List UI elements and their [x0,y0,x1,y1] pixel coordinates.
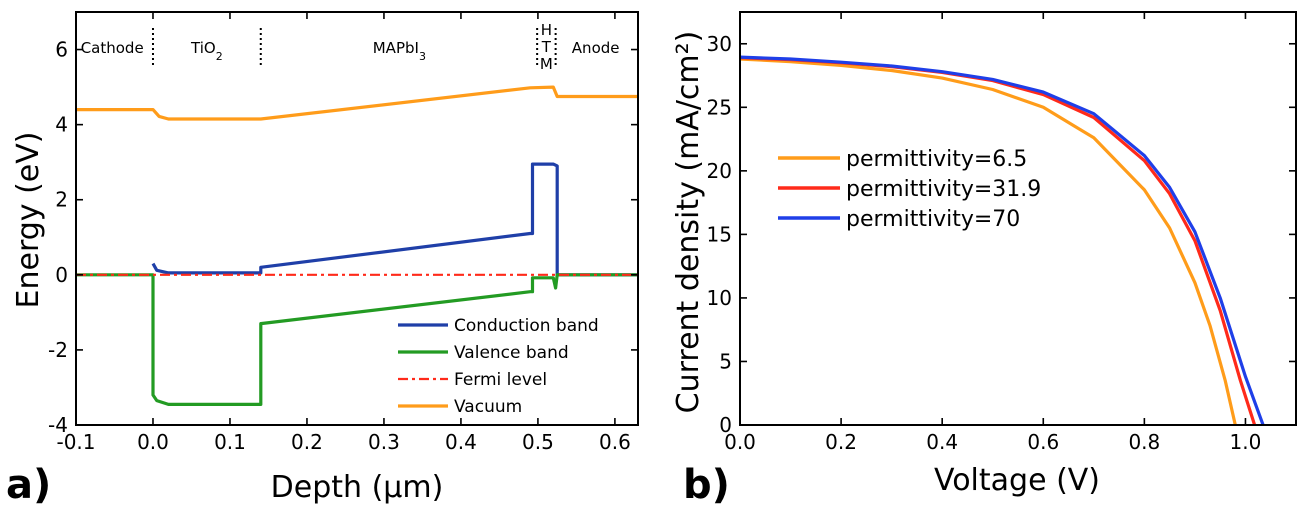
panel-b-x-tick-label: 0.0 [724,430,756,454]
panel-b-x-tick-label: 1.0 [1230,430,1262,454]
panel-a-x-tick-label: 0.5 [522,430,554,454]
panel-a-label: a) [6,462,51,505]
panel-a-x-tick-label: 0.2 [291,430,323,454]
panel-a-y-tick-label: 0 [55,263,68,287]
panel-b-x-tick-label: 0.4 [926,430,958,454]
panel-a-series-valence-band [76,273,638,406]
panel-b-x-tick-label: 0.2 [825,430,857,454]
panel-b-plot-area [740,55,1265,425]
panel-b-y-tick-label: 25 [707,95,732,119]
panel-b-y-tick-label: 15 [707,222,732,246]
panel-a-legend-label-conduction-band: Conduction band [454,316,599,336]
panel-a-ticks: -0.1 0.0 0.1 0.2 0.3 0.4 0.5 0.6 -4 -2 0 2 4 6 [48,12,638,454]
panel-a-region-label-cathode: Cathode [81,39,144,57]
panel-a-legend-label-valence-band: Valence band [454,343,569,363]
panel-a-region-label-tio2: TiO2 [190,39,223,63]
panel-a-y-tick-label: 6 [55,38,68,62]
panel-b-y-tick-label: 0 [719,413,732,437]
panel-b-jv-chart: 0.0 0.2 0.4 0.6 0.8 1.0 0 5 10 15 20 25 30 permittiv… [671,11,1297,505]
panel-a-region-label-mapbi3: MAPbI3 [373,39,426,63]
panel-a-x-tick-label: 0.1 [214,430,246,454]
panel-b-ticks: 0.0 0.2 0.4 0.6 0.8 1.0 0 5 10 15 20 25 30 [707,12,1296,454]
panel-a-legend-label-fermi-level: Fermi level [454,370,547,390]
panel-a-plot-area [76,85,638,406]
panel-a-x-axis-label: Depth (μm) [271,470,444,505]
panel-b-legend-label-permittivity-6-5: permittivity=6.5 [846,147,1027,172]
panel-a-y-tick-label: 4 [55,113,68,137]
panel-a-y-axis-label: Energy (eV) [11,132,46,309]
panel-b-y-axis-label: Current density (mA/cm²) [671,31,706,414]
panel-b-label: b) [683,462,730,505]
panel-a-frame [75,11,639,426]
panel-b-series-permittivity-70 [740,55,1265,425]
panel-a-region-label-htm: T [541,38,552,56]
panel-b-y-tick-label: 30 [707,32,732,56]
panel-b-y-tick-label: 10 [707,286,732,310]
panel-b-legend-label-permittivity-31-9: permittivity=31.9 [846,177,1041,202]
panel-a-x-tick-label: 0.6 [599,430,631,454]
panel-a-y-tick-label: -2 [48,338,68,362]
panel-a-series-conduction-band [151,162,638,277]
panel-b-frame [739,11,1297,426]
panel-b-series-permittivity-6-5 [740,57,1237,425]
panel-a-x-tick-label: 0.0 [137,430,169,454]
panel-a-region-labels: Cathode TiO2 MAPbI3 HTM Anode [81,21,620,73]
panel-b-x-tick-label: 0.8 [1128,430,1160,454]
panel-a-x-tick-label: 0.4 [445,430,477,454]
panel-a-energy-band-chart: -0.1 0.0 0.1 0.2 0.3 0.4 0.5 0.6 -4 -2 0 2 4 6 Cathod… [6,11,639,505]
panel-a-region-label-anode: Anode [572,39,620,57]
panel-a-legend-label-vacuum: Vacuum [454,397,522,417]
panel-b-legend-label-permittivity-70: permittivity=70 [846,207,1020,232]
panel-b-legend: permittivity=6.5 permittivity=31.9 permitt… [778,147,1041,232]
panel-b-y-tick-label: 20 [707,159,732,183]
panel-b-x-axis-label: Voltage (V) [934,463,1100,498]
panel-a-legend: Conduction band Valence band Fermi level Va… [398,316,599,417]
panel-a-region-label-htm: H [541,21,552,39]
panel-a-x-tick-label: 0.3 [368,430,400,454]
panel-b-x-tick-label: 0.6 [1027,430,1059,454]
panel-b-y-tick-label: 5 [719,349,732,373]
panel-a-region-label-htm: M [540,55,553,73]
panel-a-series-vacuum [76,85,638,121]
panel-a-x-tick-label: -0.1 [56,430,95,454]
panel-a-y-tick-label: -4 [48,413,68,437]
panel-a-y-tick-label: 2 [55,188,68,212]
